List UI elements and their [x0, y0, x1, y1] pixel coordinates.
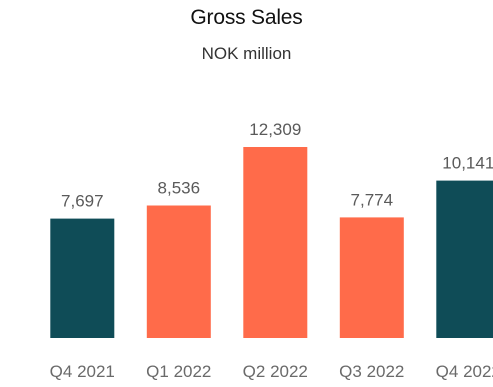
bar-q2-2022 [243, 147, 308, 338]
chart-title: Gross Sales [190, 6, 303, 29]
bar-q4-2021 [50, 218, 115, 338]
x-tick-label-q4-2022: Q4 2022 [436, 362, 493, 381]
x-tick-label-q1-2022: Q1 2022 [146, 362, 211, 381]
bar-q3-2022 [339, 217, 404, 338]
x-tick-label-q4-2021: Q4 2021 [50, 362, 115, 381]
value-label-q3-2022: 7,774 [351, 190, 394, 209]
x-tick-label-q2-2022: Q2 2022 [243, 362, 308, 381]
chart-subtitle: NOK million [201, 44, 292, 63]
value-label-q2-2022: 12,309 [249, 120, 301, 139]
bar-q4-2022 [436, 180, 493, 338]
x-tick-label-q3-2022: Q3 2022 [339, 362, 404, 381]
value-label-q4-2021: 7,697 [61, 192, 104, 211]
value-label-q4-2022: 10,141 [442, 154, 493, 173]
value-label-q1-2022: 8,536 [158, 179, 201, 198]
bar-q1-2022 [146, 205, 211, 338]
